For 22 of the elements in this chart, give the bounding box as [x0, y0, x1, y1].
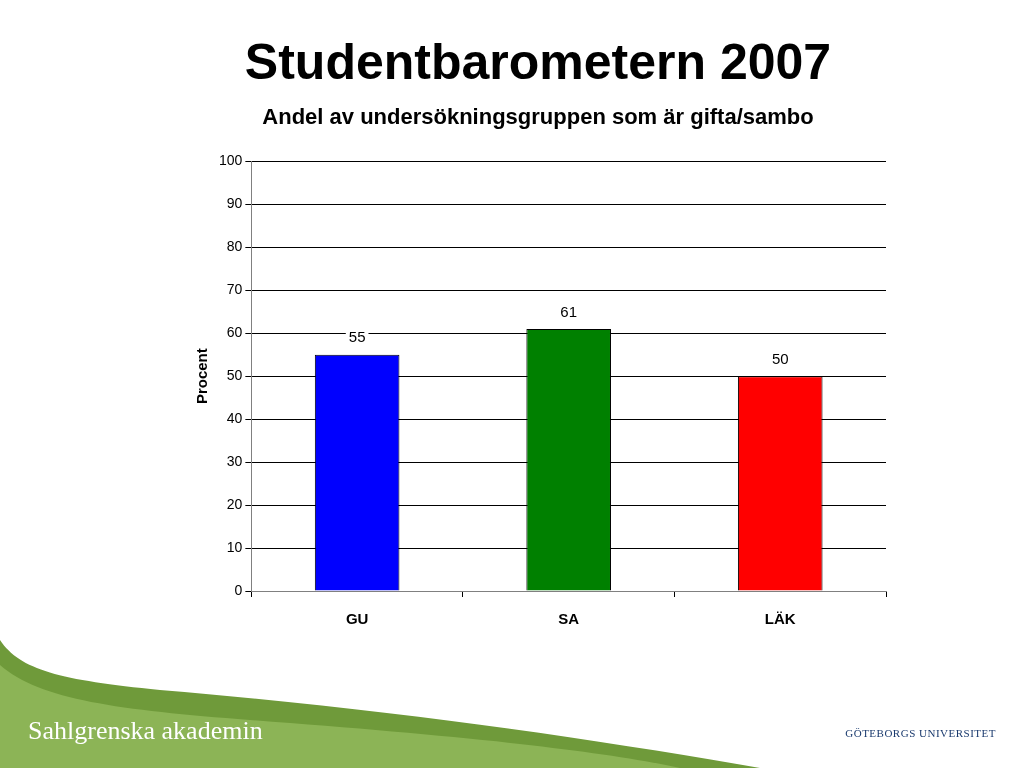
y-tick-label: 90	[226, 195, 243, 212]
y-tick-label: 0	[234, 581, 243, 598]
y-tick-label: 50	[226, 367, 243, 384]
y-axis-title: Procent	[193, 348, 211, 405]
y-tick-label: 40	[226, 410, 243, 427]
y-tick-label: 100	[219, 152, 243, 169]
data-label: 61	[560, 302, 578, 320]
y-tick-label: 70	[226, 281, 243, 298]
data-label: 55	[348, 328, 366, 346]
y-tick-label: 60	[226, 324, 243, 341]
x-tick-label: GU	[345, 610, 369, 628]
chart-subtitle: Andel av undersökningsgruppen som är gifta/sambo	[262, 104, 814, 130]
x-tick-label: SA	[558, 610, 580, 628]
x-tick-label: LÄK	[764, 610, 796, 628]
text: GÖTEBORGS UNIVERSITET	[845, 727, 996, 739]
y-tick-label: 20	[226, 495, 243, 512]
y-tick-label: 30	[226, 452, 243, 469]
text: Sahlgrenska akademin	[28, 716, 263, 746]
y-tick-label: 80	[226, 238, 243, 255]
data-label: 50	[771, 349, 789, 367]
y-tick-label: 10	[226, 538, 243, 555]
chart-title: Studentbarometern 2007	[244, 33, 832, 90]
